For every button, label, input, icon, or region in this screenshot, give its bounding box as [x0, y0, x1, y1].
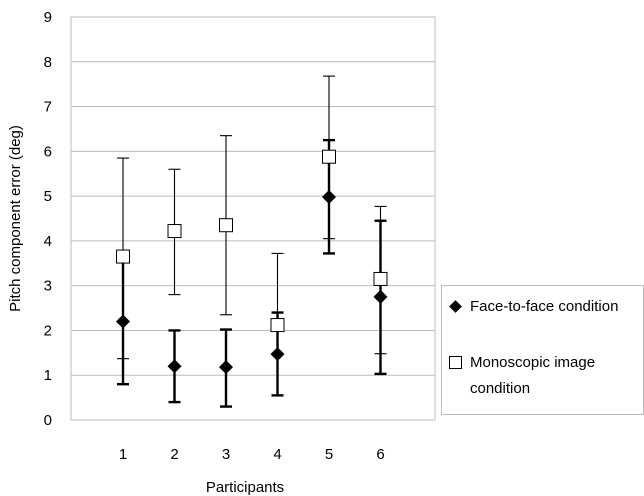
y-tick-label: 2: [44, 322, 52, 339]
data-point: [219, 360, 233, 375]
y-tick-label: 8: [44, 54, 52, 71]
data-point: [270, 318, 285, 333]
y-tick-label: 4: [44, 233, 52, 250]
data-point: [322, 149, 336, 164]
legend: Face-to-face condition Monoscopic image …: [441, 285, 644, 415]
data-point: [167, 359, 182, 374]
y-tick-label: 7: [44, 99, 52, 116]
points-monoscopic: [116, 149, 388, 333]
y-tick-label: 1: [44, 367, 52, 384]
data-point: [373, 289, 388, 304]
data-point: [116, 249, 130, 264]
x-tick-label: 3: [222, 446, 230, 463]
diamond-marker-icon: [448, 294, 464, 320]
data-point: [219, 218, 233, 233]
y-tick-labels: 0 1 2 3 4 5 6 7 8 9: [44, 9, 52, 429]
series-face-to-face: [117, 138, 387, 408]
data-point: [270, 347, 285, 362]
y-tick-label: 9: [44, 9, 52, 26]
data-point: [322, 190, 336, 205]
x-axis-title: Participants: [206, 479, 284, 496]
y-tick-label: 5: [44, 188, 52, 205]
series-monoscopic: [117, 75, 387, 396]
y-tick-label: 0: [44, 412, 52, 429]
legend-item-face-to-face: Face-to-face condition: [448, 294, 630, 320]
data-point: [167, 224, 182, 239]
y-tick-label: 6: [44, 143, 52, 160]
y-tick-label: 3: [44, 278, 52, 295]
square-marker-icon: [448, 350, 464, 376]
x-tick-labels: 1 2 3 4 5 6: [119, 446, 385, 463]
data-point: [116, 314, 130, 329]
legend-item-monoscopic: Monoscopic image condition: [448, 350, 630, 402]
plot-area: [70, 16, 436, 421]
points-face-to-face: [116, 190, 388, 375]
x-tick-label: 5: [325, 446, 333, 463]
data-marks: [116, 75, 388, 408]
x-tick-label: 6: [376, 446, 384, 463]
legend-label: Face-to-face condition: [470, 298, 619, 315]
x-tick-label: 2: [170, 446, 178, 463]
legend-label: Monoscopic image condition: [470, 354, 596, 397]
y-axis-title: Pitch component error (deg): [7, 125, 24, 312]
x-tick-label: 4: [273, 446, 281, 463]
x-tick-label: 1: [119, 446, 127, 463]
data-point: [373, 271, 388, 286]
